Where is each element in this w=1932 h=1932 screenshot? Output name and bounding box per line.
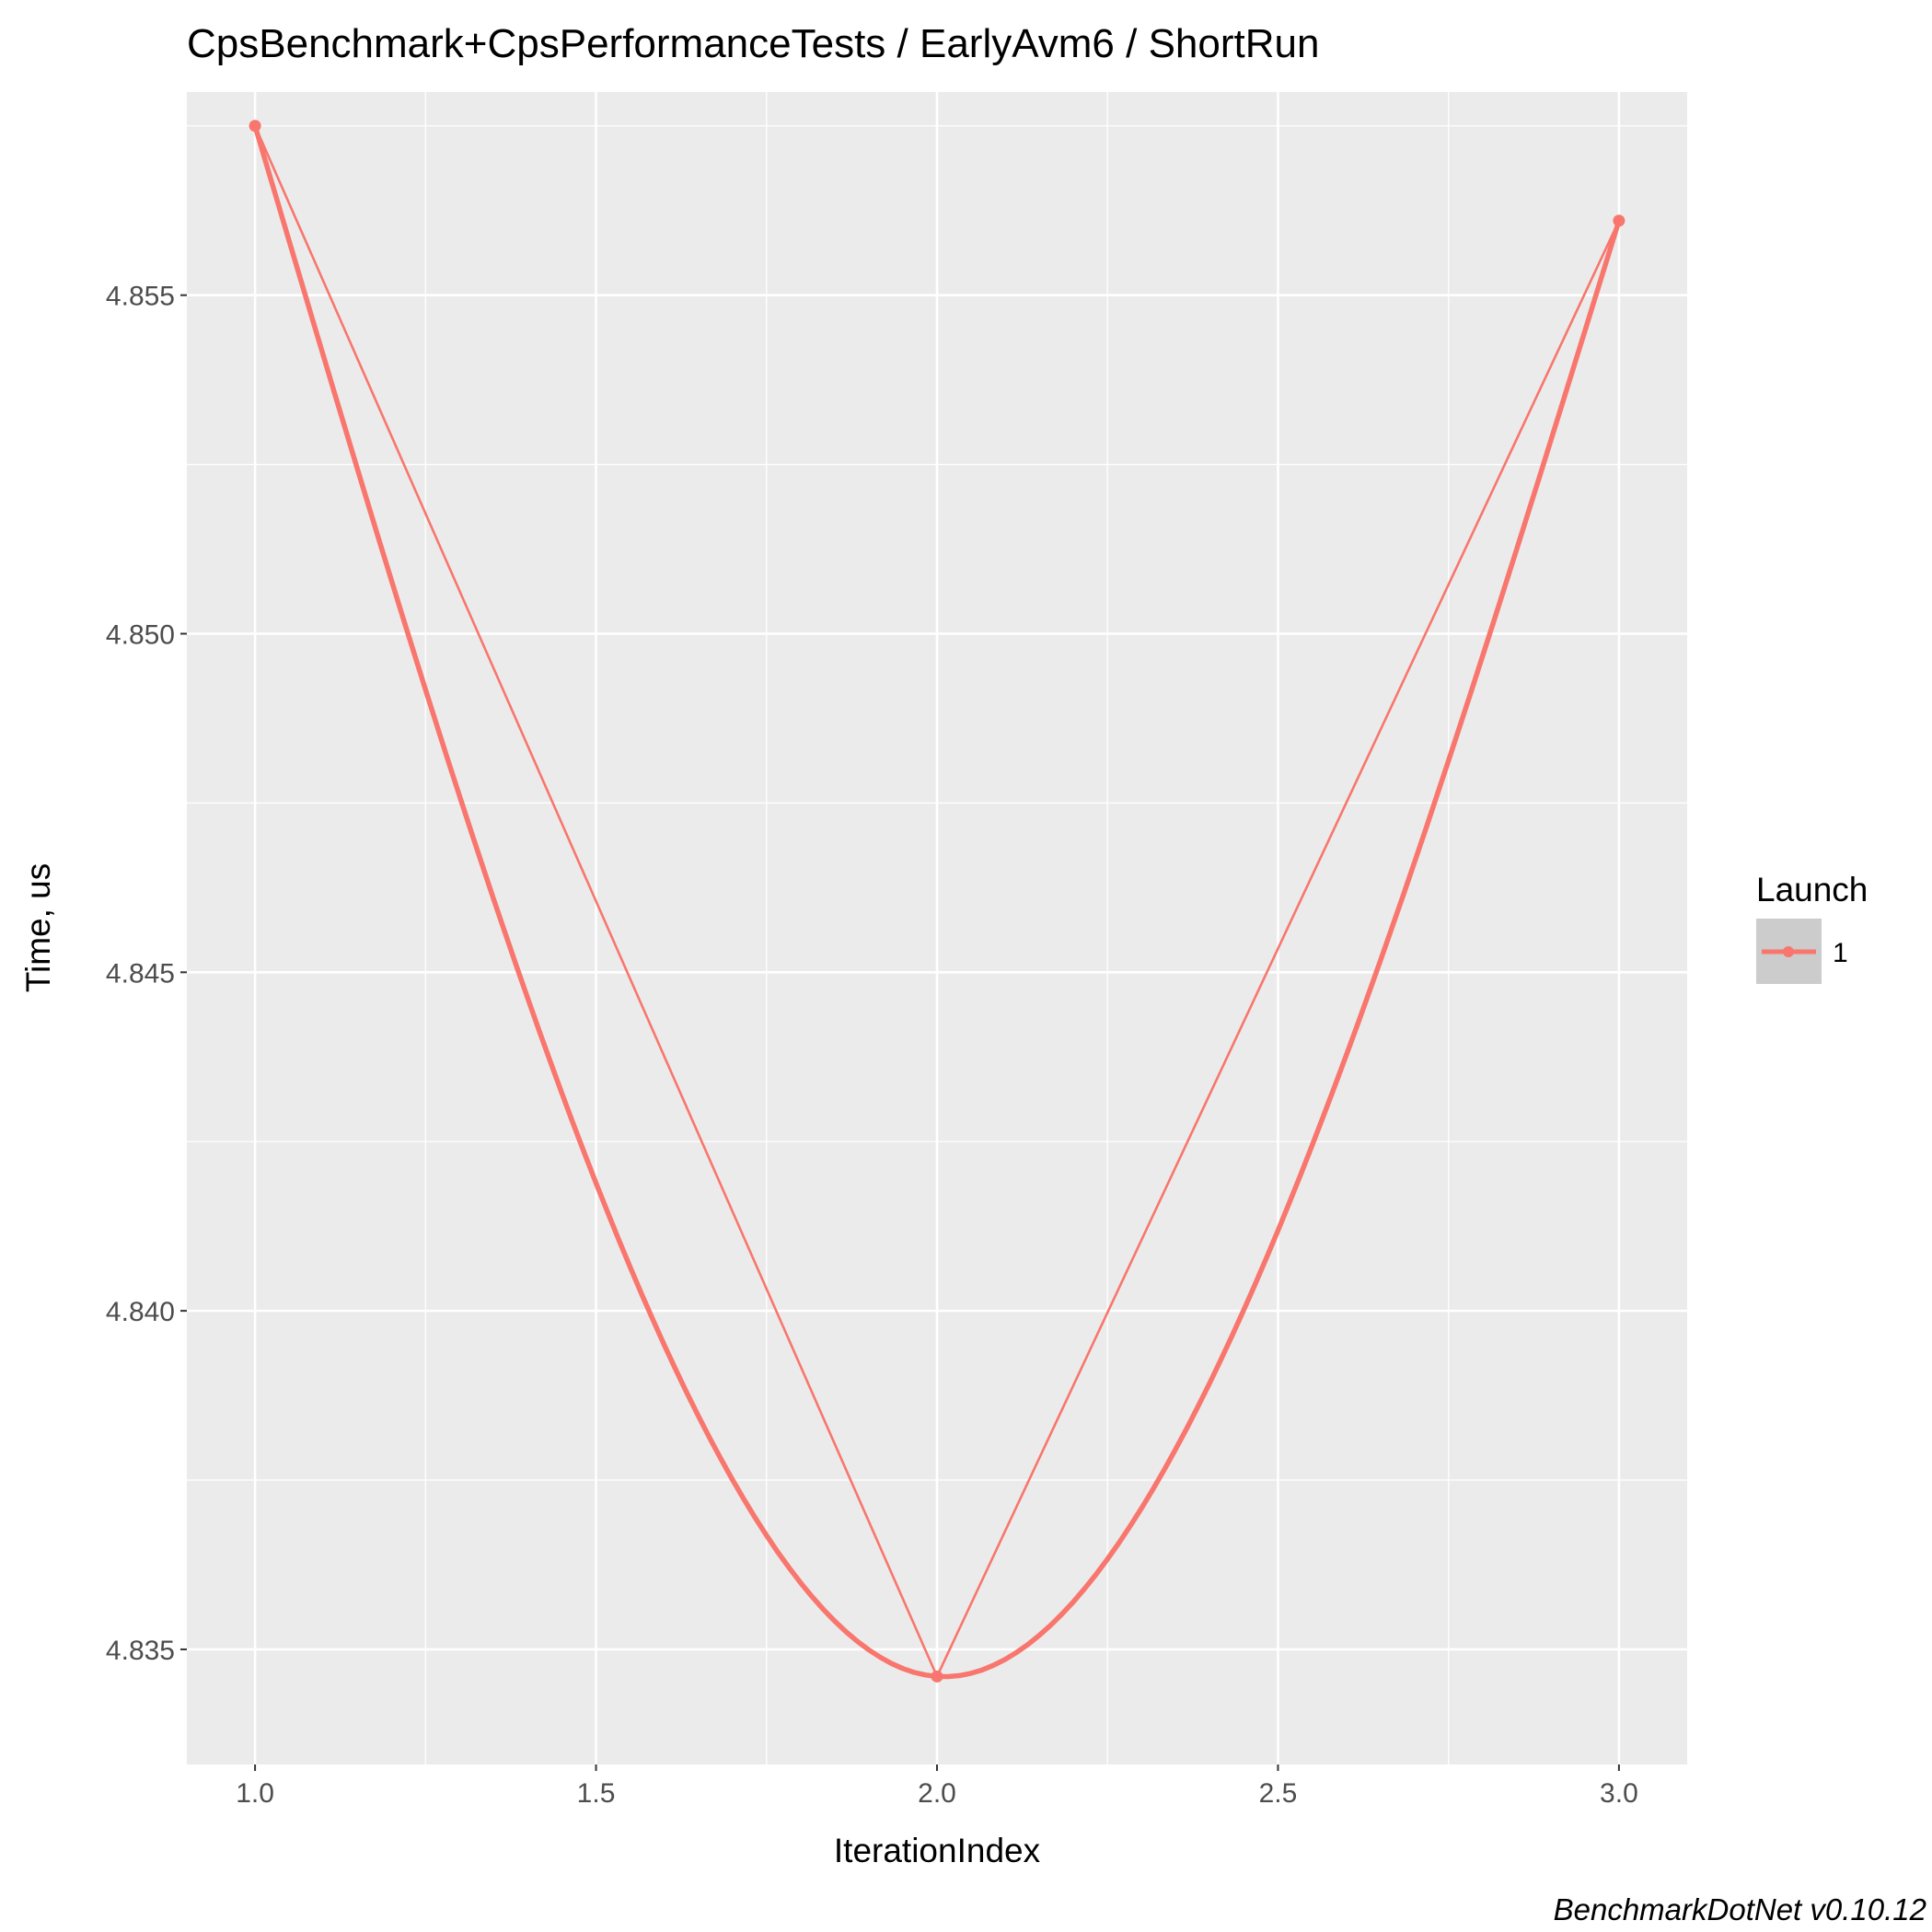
- legend-label-1: 1: [1833, 938, 1848, 968]
- chart-title: CpsBenchmark+CpsPerformanceTests / Early…: [187, 21, 1319, 66]
- grid-major: [187, 92, 1687, 1764]
- y-axis-title: Time, us: [19, 863, 57, 992]
- x-axis-title: IterationIndex: [834, 1832, 1041, 1869]
- series-layer: [249, 120, 1625, 1683]
- data-point-1: [249, 120, 261, 133]
- x-tick-label: 2.0: [918, 1778, 956, 1809]
- y-tick-label: 4.850: [106, 620, 175, 651]
- x-axis: 1.0 1.5 2.0 2.5 3.0: [236, 1764, 1638, 1809]
- x-tick-label: 3.0: [1600, 1778, 1638, 1809]
- y-tick-label: 4.845: [106, 958, 175, 989]
- x-tick-label: 1.5: [577, 1778, 616, 1809]
- caption: BenchmarkDotNet v0.10.12: [1554, 1892, 1926, 1926]
- x-tick-label: 1.0: [236, 1778, 274, 1809]
- legend-key-point: [1783, 946, 1794, 957]
- data-point-3: [1613, 214, 1625, 227]
- x-tick-label: 2.5: [1259, 1778, 1298, 1809]
- y-tick-label: 4.835: [106, 1636, 175, 1666]
- y-axis: 4.835 4.840 4.845 4.850 4.855: [106, 282, 187, 1666]
- data-point-2: [931, 1670, 943, 1683]
- y-tick-label: 4.855: [106, 282, 175, 312]
- y-tick-label: 4.840: [106, 1297, 175, 1327]
- legend-title: Launch: [1756, 871, 1868, 908]
- legend: Launch 1: [1756, 871, 1868, 984]
